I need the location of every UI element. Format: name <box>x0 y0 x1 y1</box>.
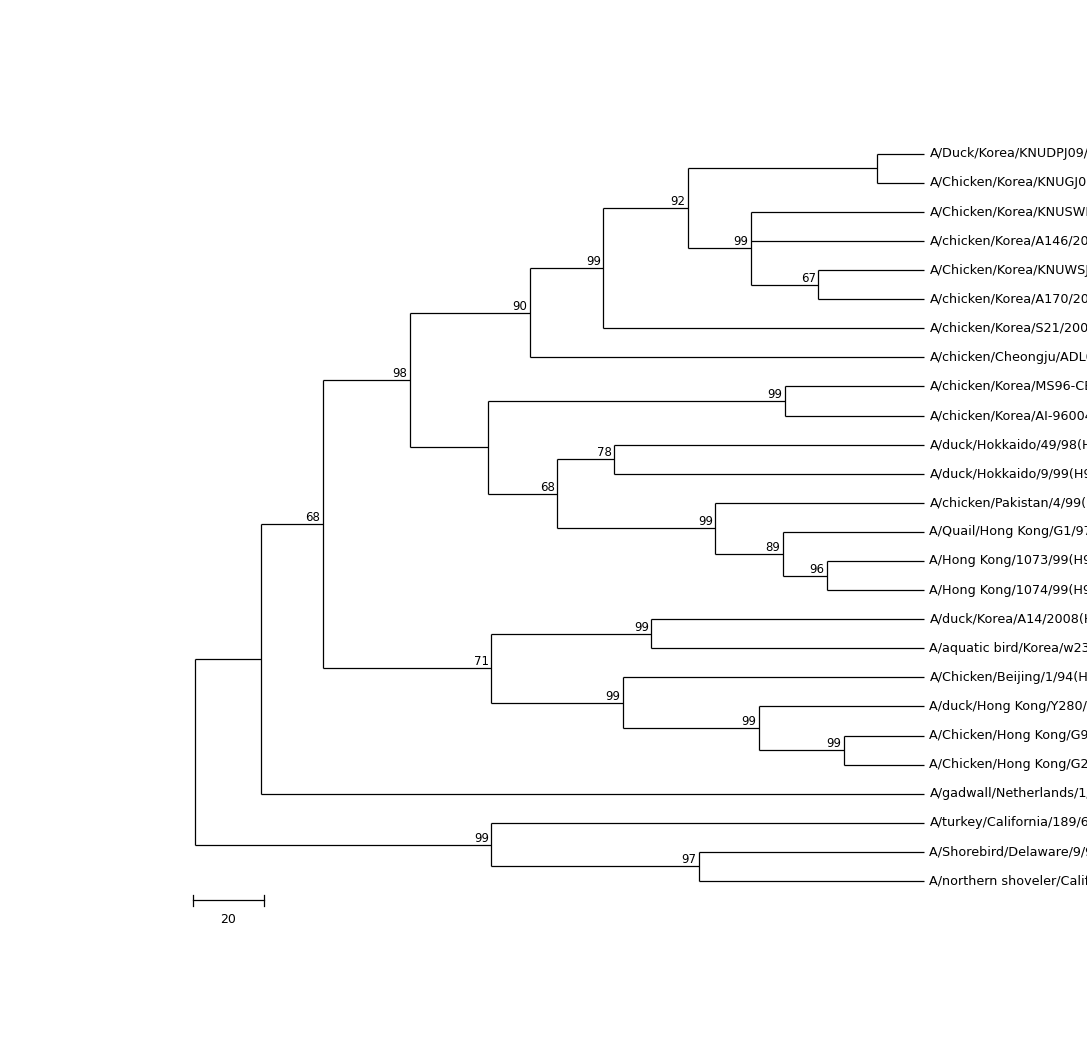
Text: 99: 99 <box>586 255 601 268</box>
Text: 78: 78 <box>597 447 612 459</box>
Text: 99: 99 <box>741 715 757 728</box>
Text: 68: 68 <box>305 511 321 524</box>
Text: 99: 99 <box>605 689 621 703</box>
Text: 99: 99 <box>734 235 748 248</box>
Text: A/Chicken/Korea/KNUGJ09/09(H9N2): A/Chicken/Korea/KNUGJ09/09(H9N2) <box>929 177 1087 189</box>
Text: 68: 68 <box>539 481 554 494</box>
Text: A/chicken/Korea/A170/2009(H9N2): A/chicken/Korea/A170/2009(H9N2) <box>929 293 1087 305</box>
Text: A/Shorebird/Delaware/9/96 (H9N2): A/Shorebird/Delaware/9/96 (H9N2) <box>929 845 1087 859</box>
Text: A/Duck/Korea/KNUDPJ09/09(H9N2): A/Duck/Korea/KNUDPJ09/09(H9N2) <box>929 147 1087 160</box>
Text: A/Hong Kong/1074/99(H9N2): A/Hong Kong/1074/99(H9N2) <box>929 584 1087 596</box>
Text: A/duck/Hokkaido/49/98(H9N2): A/duck/Hokkaido/49/98(H9N2) <box>929 438 1087 451</box>
Text: A/gadwall/Netherlands/1/2006(H9N2): A/gadwall/Netherlands/1/2006(H9N2) <box>929 788 1087 800</box>
Text: 89: 89 <box>765 541 780 553</box>
Text: A/duck/Hokkaido/9/99(H9N2): A/duck/Hokkaido/9/99(H9N2) <box>929 468 1087 480</box>
Text: A/Chicken/Hong Kong/G23/97(H9N2): A/Chicken/Hong Kong/G23/97(H9N2) <box>929 758 1087 771</box>
Text: 99: 99 <box>767 388 782 401</box>
Text: 97: 97 <box>682 854 696 866</box>
Text: A/northern shoveler/Calif/44363-062/07(H9N2): A/northern shoveler/Calif/44363-062/07(H… <box>929 874 1087 887</box>
Text: 92: 92 <box>671 196 685 208</box>
Text: A/Chicken/Korea/KNUWSJ09/09(H9N2): A/Chicken/Korea/KNUWSJ09/09(H9N2) <box>929 264 1087 276</box>
Text: 96: 96 <box>809 563 824 575</box>
Text: A/chicken/Cheongju/ADL0401/2004(H9N2): A/chicken/Cheongju/ADL0401/2004(H9N2) <box>929 350 1087 364</box>
Text: A/Chicken/Hong Kong/G9/97(H9N2): A/Chicken/Hong Kong/G9/97(H9N2) <box>929 729 1087 742</box>
Text: 98: 98 <box>392 367 408 380</box>
Text: 99: 99 <box>698 516 713 528</box>
Text: 99: 99 <box>826 737 841 750</box>
Text: A/chicken/Korea/AI-96004/1996(H9N2): A/chicken/Korea/AI-96004/1996(H9N2) <box>929 409 1087 422</box>
Text: 99: 99 <box>474 832 489 844</box>
Text: A/aquatic bird/Korea/w235/2007(H5N2): A/aquatic bird/Korea/w235/2007(H5N2) <box>929 642 1087 655</box>
Text: A/chicken/Korea/S21/2004(H9N2): A/chicken/Korea/S21/2004(H9N2) <box>929 322 1087 335</box>
Text: 71: 71 <box>474 655 489 668</box>
Text: A/chicken/Pakistan/4/99(H9N2): A/chicken/Pakistan/4/99(H9N2) <box>929 496 1087 509</box>
Text: 20: 20 <box>221 913 237 926</box>
Text: A/duck/Hong Kong/Y280/97(H9N2): A/duck/Hong Kong/Y280/97(H9N2) <box>929 700 1087 713</box>
Text: A/Hong Kong/1073/99(H9N2): A/Hong Kong/1073/99(H9N2) <box>929 554 1087 568</box>
Text: A/chicken/Korea/MS96-CE6/1996(H9N2): A/chicken/Korea/MS96-CE6/1996(H9N2) <box>929 380 1087 393</box>
Text: 90: 90 <box>513 300 527 313</box>
Text: A/chicken/Korea/A146/2009(H9N2): A/chicken/Korea/A146/2009(H9N2) <box>929 234 1087 248</box>
Text: 67: 67 <box>801 272 815 285</box>
Text: A/Chicken/Beijing/1/94(H9N2): A/Chicken/Beijing/1/94(H9N2) <box>929 670 1087 684</box>
Text: A/Chicken/Korea/KNUSWR09/09(H9N2): A/Chicken/Korea/KNUSWR09/09(H9N2) <box>929 205 1087 219</box>
Text: A/Quail/Hong Kong/G1/97 (H9N2): A/Quail/Hong Kong/G1/97 (H9N2) <box>929 525 1087 539</box>
Text: A/duck/Korea/A14/2008(H5N2): A/duck/Korea/A14/2008(H5N2) <box>929 613 1087 626</box>
Text: A/turkey/California/189/66(H9N2): A/turkey/California/189/66(H9N2) <box>929 816 1087 829</box>
Text: 99: 99 <box>634 620 649 634</box>
